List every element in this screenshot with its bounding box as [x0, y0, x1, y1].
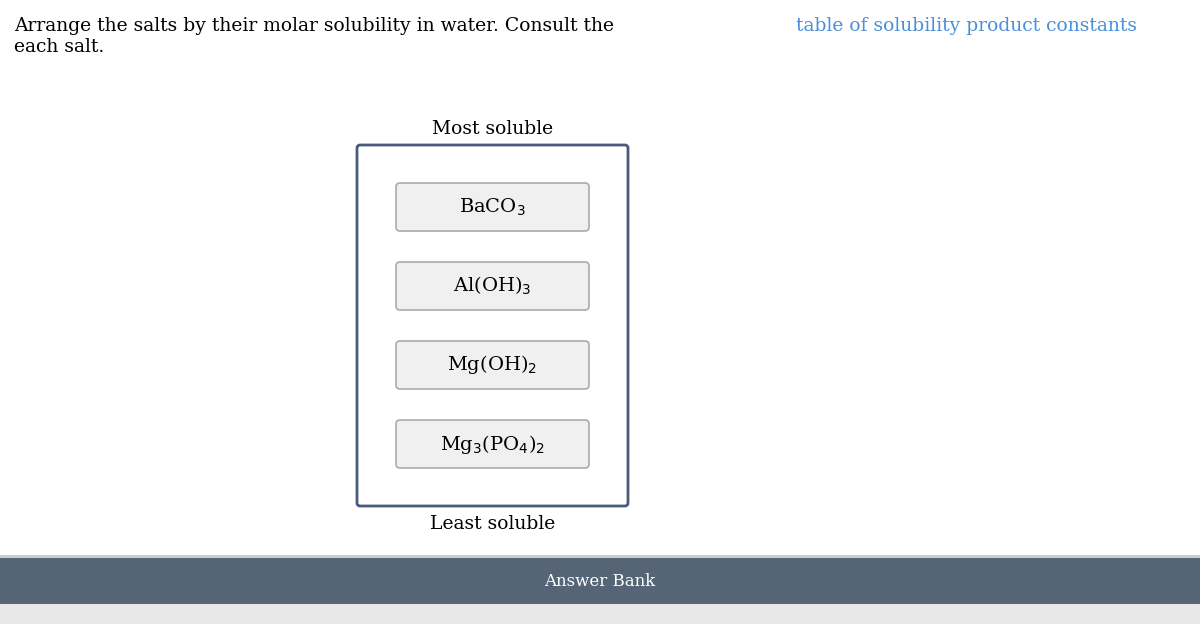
- Text: table of solubility product constants: table of solubility product constants: [796, 17, 1136, 35]
- FancyBboxPatch shape: [358, 145, 628, 506]
- FancyBboxPatch shape: [396, 420, 589, 468]
- Text: each salt.: each salt.: [14, 38, 104, 56]
- Text: Most soluble: Most soluble: [432, 120, 553, 138]
- FancyBboxPatch shape: [396, 183, 589, 231]
- Bar: [0, 558, 1200, 604]
- Text: BaCO$_3$: BaCO$_3$: [460, 197, 526, 218]
- Text: Answer Bank: Answer Bank: [545, 572, 655, 590]
- Text: Al(OH)$_3$: Al(OH)$_3$: [454, 275, 532, 297]
- Text: Arrange the salts by their molar solubility in water. Consult the: Arrange the salts by their molar solubil…: [14, 17, 620, 35]
- Bar: [0, 555, 1200, 558]
- FancyBboxPatch shape: [396, 341, 589, 389]
- Text: Mg(OH)$_2$: Mg(OH)$_2$: [448, 354, 538, 376]
- FancyBboxPatch shape: [396, 262, 589, 310]
- Bar: [0, 604, 1200, 624]
- Text: Mg$_3$(PO$_4$)$_2$: Mg$_3$(PO$_4$)$_2$: [440, 432, 545, 456]
- Text: Least soluble: Least soluble: [430, 515, 556, 533]
